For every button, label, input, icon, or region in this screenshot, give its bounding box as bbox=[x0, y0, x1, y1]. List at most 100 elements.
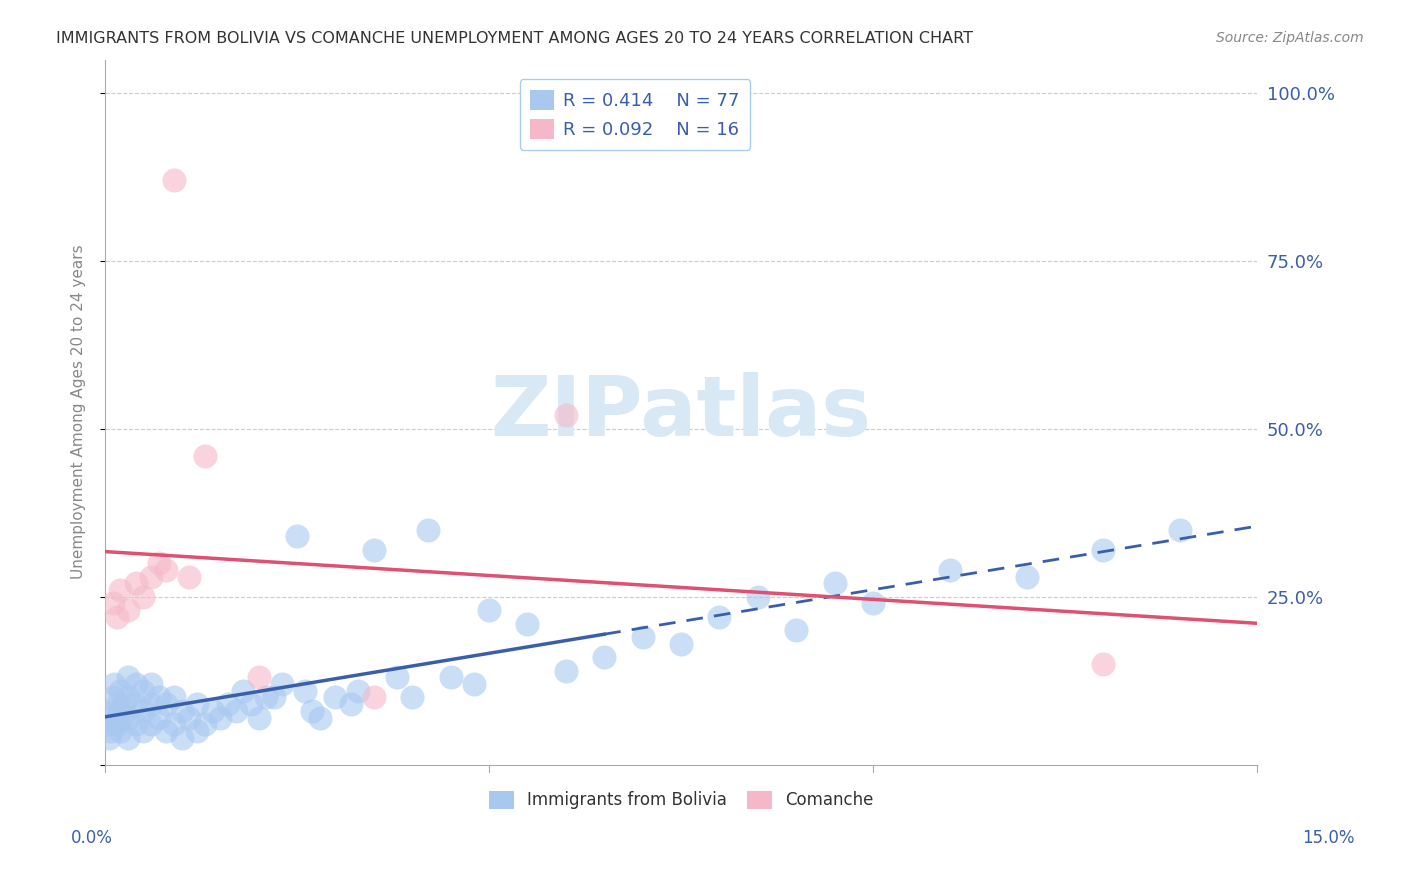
Point bbox=[285, 529, 308, 543]
Point bbox=[170, 704, 193, 718]
Point bbox=[125, 717, 148, 731]
Point bbox=[112, 697, 135, 711]
Point bbox=[939, 563, 962, 577]
Point bbox=[554, 409, 576, 423]
Text: Source: ZipAtlas.com: Source: ZipAtlas.com bbox=[1216, 31, 1364, 45]
Text: 15.0%: 15.0% bbox=[1302, 829, 1355, 847]
Point bbox=[325, 690, 347, 705]
Point bbox=[747, 590, 769, 604]
Point bbox=[1092, 657, 1115, 671]
Point bbox=[100, 723, 122, 738]
Point bbox=[201, 704, 224, 718]
Point bbox=[385, 670, 408, 684]
Point bbox=[110, 723, 132, 738]
Point bbox=[463, 677, 485, 691]
Point bbox=[217, 697, 239, 711]
Point bbox=[593, 650, 616, 665]
Point bbox=[631, 630, 654, 644]
Point bbox=[294, 683, 316, 698]
Point bbox=[363, 542, 385, 557]
Point bbox=[516, 616, 538, 631]
Point bbox=[97, 717, 120, 731]
Point bbox=[117, 731, 139, 745]
Point bbox=[110, 683, 132, 698]
Point bbox=[186, 697, 208, 711]
Point bbox=[862, 596, 884, 610]
Point bbox=[155, 697, 177, 711]
Point bbox=[554, 664, 576, 678]
Point bbox=[111, 710, 134, 724]
Point bbox=[163, 173, 186, 187]
Point bbox=[478, 603, 501, 617]
Text: ZIPatlas: ZIPatlas bbox=[491, 372, 872, 452]
Point bbox=[824, 576, 846, 591]
Point bbox=[97, 731, 120, 745]
Point bbox=[139, 717, 162, 731]
Point bbox=[170, 731, 193, 745]
Point bbox=[163, 690, 186, 705]
Point bbox=[347, 683, 370, 698]
Point bbox=[148, 556, 170, 570]
Point bbox=[103, 677, 125, 691]
Point bbox=[401, 690, 423, 705]
Point bbox=[1015, 569, 1038, 583]
Point bbox=[209, 710, 232, 724]
Point bbox=[309, 710, 332, 724]
Legend: Immigrants from Bolivia, Comanche: Immigrants from Bolivia, Comanche bbox=[482, 784, 880, 816]
Point bbox=[239, 697, 262, 711]
Point bbox=[117, 690, 139, 705]
Point bbox=[139, 697, 162, 711]
Point bbox=[125, 677, 148, 691]
Point bbox=[194, 449, 217, 463]
Point bbox=[101, 690, 124, 705]
Point bbox=[148, 690, 170, 705]
Point bbox=[270, 677, 292, 691]
Point bbox=[416, 523, 439, 537]
Point bbox=[132, 683, 155, 698]
Point bbox=[105, 717, 128, 731]
Point bbox=[247, 710, 270, 724]
Point bbox=[263, 690, 285, 705]
Y-axis label: Unemployment Among Ages 20 to 24 years: Unemployment Among Ages 20 to 24 years bbox=[72, 244, 86, 580]
Point bbox=[117, 710, 139, 724]
Point bbox=[132, 590, 155, 604]
Point bbox=[709, 609, 731, 624]
Point bbox=[363, 690, 385, 705]
Point bbox=[1168, 523, 1191, 537]
Point bbox=[1092, 542, 1115, 557]
Point bbox=[139, 569, 162, 583]
Point bbox=[301, 704, 323, 718]
Point bbox=[101, 710, 124, 724]
Point bbox=[232, 683, 254, 698]
Point bbox=[132, 723, 155, 738]
Point bbox=[785, 624, 807, 638]
Point bbox=[194, 717, 217, 731]
Point bbox=[125, 697, 148, 711]
Point bbox=[132, 704, 155, 718]
Point bbox=[254, 690, 277, 705]
Point bbox=[439, 670, 461, 684]
Point bbox=[105, 609, 128, 624]
Point bbox=[247, 670, 270, 684]
Point bbox=[225, 704, 247, 718]
Point bbox=[125, 576, 148, 591]
Point bbox=[339, 697, 361, 711]
Point bbox=[163, 717, 186, 731]
Text: IMMIGRANTS FROM BOLIVIA VS COMANCHE UNEMPLOYMENT AMONG AGES 20 TO 24 YEARS CORRE: IMMIGRANTS FROM BOLIVIA VS COMANCHE UNEM… bbox=[56, 31, 973, 46]
Point bbox=[117, 670, 139, 684]
Point bbox=[186, 723, 208, 738]
Point bbox=[103, 704, 125, 718]
Point bbox=[105, 697, 128, 711]
Point bbox=[117, 603, 139, 617]
Point bbox=[155, 723, 177, 738]
Point bbox=[110, 582, 132, 597]
Point bbox=[179, 569, 201, 583]
Point bbox=[155, 563, 177, 577]
Point bbox=[148, 710, 170, 724]
Point bbox=[669, 637, 692, 651]
Point bbox=[101, 596, 124, 610]
Point bbox=[139, 677, 162, 691]
Point bbox=[179, 710, 201, 724]
Text: 0.0%: 0.0% bbox=[70, 829, 112, 847]
Point bbox=[110, 704, 132, 718]
